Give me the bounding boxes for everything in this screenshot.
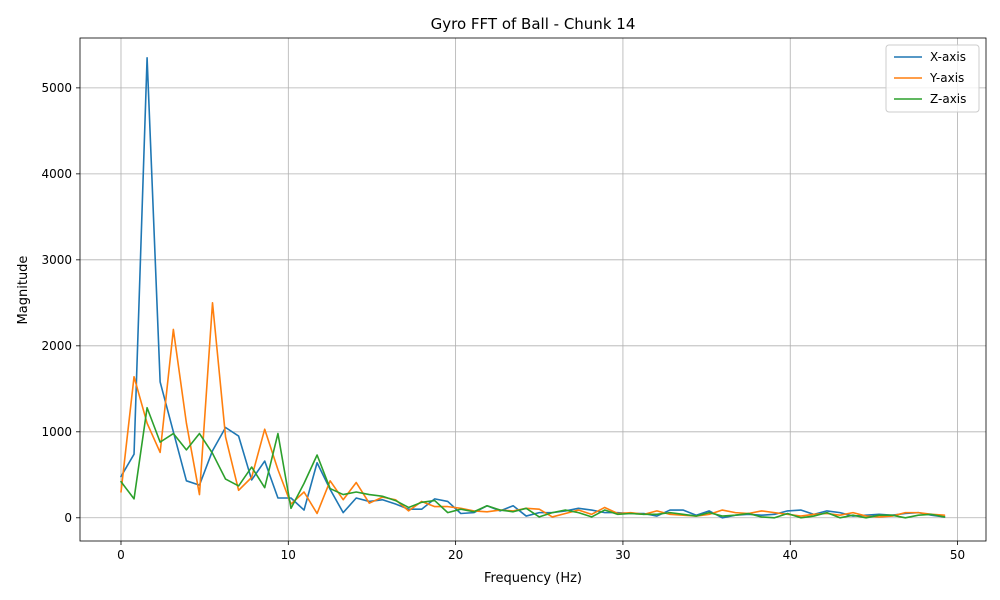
plot-area-background [80, 38, 986, 541]
legend-label-x-axis: X-axis [930, 50, 966, 64]
x-axis-label: Frequency (Hz) [484, 571, 582, 586]
x-tick-label: 20 [448, 548, 463, 562]
legend-box [885, 44, 980, 113]
legend-label-y-axis: Y-axis [929, 71, 964, 85]
legend-label-z-axis: Z-axis [930, 92, 966, 106]
y-tick-label: 2000 [41, 339, 72, 353]
series-line-z-axis [120, 406, 946, 519]
x-tick-label: 50 [950, 548, 965, 562]
series-line-y-axis [120, 302, 946, 518]
series-line-x-axis [120, 56, 946, 519]
y-tick-label: 5000 [41, 81, 72, 95]
series-layer [120, 56, 946, 519]
y-axis-label: Magnitude [16, 256, 31, 325]
legend-items: X-axis Y-axis Z-axis [894, 50, 966, 106]
y-tick-label: 4000 [41, 167, 72, 181]
plot-area-frame [79, 37, 987, 542]
tick-layer: 0 10 20 30 40 50 0 1000 2000 3000 4000 5000 [41, 81, 965, 562]
x-tick-label: 0 [117, 548, 125, 562]
y-tick-label: 3000 [41, 253, 72, 267]
x-tick-label: 10 [281, 548, 296, 562]
x-tick-label: 40 [783, 548, 798, 562]
y-tick-label: 1000 [41, 425, 72, 439]
y-tick-label: 0 [64, 511, 72, 525]
chart-title: Gyro FFT of Ball - Chunk 14 [431, 15, 636, 33]
x-tick-label: 30 [615, 548, 630, 562]
legend: X-axis Y-axis Z-axis [885, 44, 980, 113]
